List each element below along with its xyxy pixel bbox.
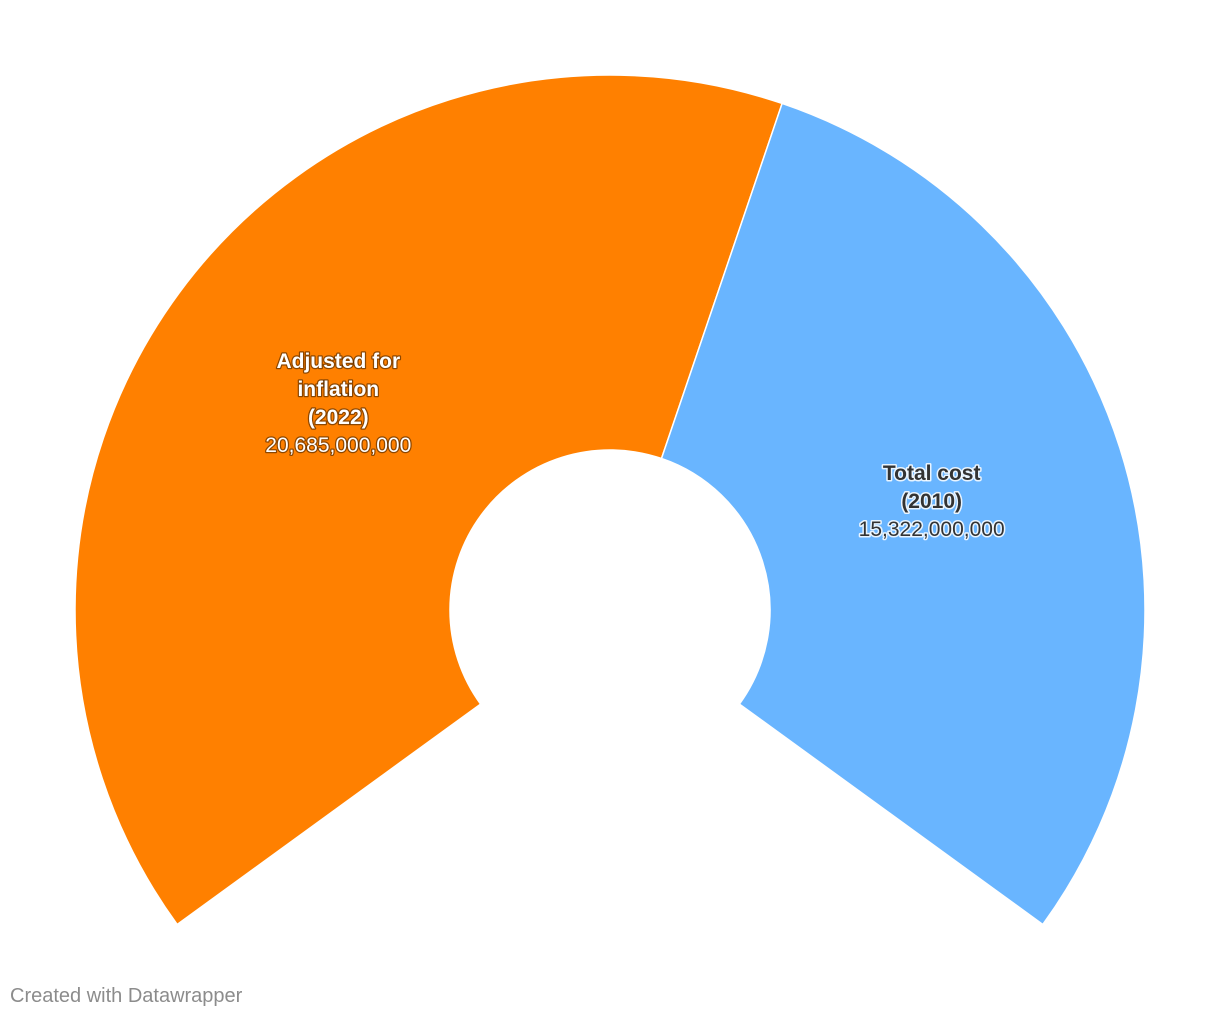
slice-name-line: Adjusted for <box>276 350 400 373</box>
pie-slice-1 <box>74 74 784 926</box>
slice-value-label: 15,322,000,000 <box>859 518 1005 541</box>
credit-text: Created with Datawrapper <box>10 985 243 1007</box>
slice-name-line: inflation <box>297 378 379 401</box>
slice-name-line: Total cost <box>883 462 981 485</box>
slice-name-line: (2010) <box>901 490 962 513</box>
slice-value-label: 20,685,000,000 <box>265 434 411 457</box>
slice-name-line: (2022) <box>308 406 369 429</box>
slice-label-1: Adjusted for inflation (2022) 20,685,000,00… <box>264 349 412 459</box>
slice-label-2: Total cost (2010) 15,322,000,000 <box>857 460 1006 542</box>
pie-slice-2 <box>660 102 1146 926</box>
